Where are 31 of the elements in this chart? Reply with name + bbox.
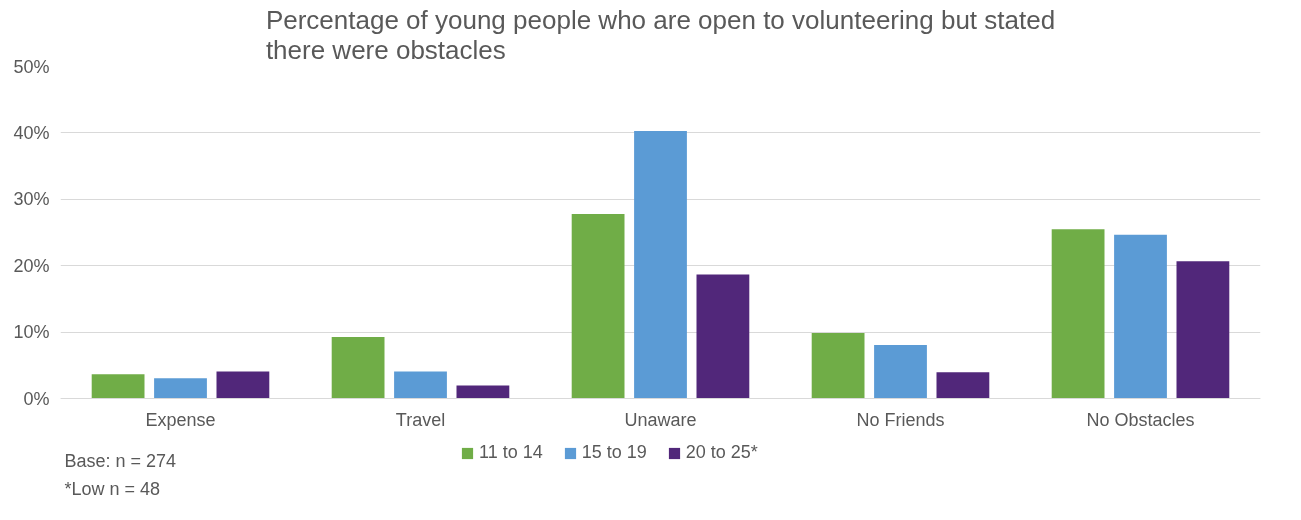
y-tick-label: 0% — [23, 388, 50, 409]
x-tick-label: Travel — [395, 409, 446, 430]
bar — [936, 372, 990, 399]
bar — [154, 378, 207, 399]
bar — [331, 337, 385, 399]
text: Base: n = 274 — [64, 450, 177, 471]
x-tick-label: Unaware — [624, 409, 697, 430]
x-tick-label: No Friends — [856, 409, 945, 430]
y-tick-label: 10% — [13, 322, 50, 343]
chart-title: Percentage of young people who are open to volunteering but stated there were obstacles — [265, 4, 1056, 65]
y-tick-label: 20% — [13, 255, 50, 276]
legend-label: 15 to 19 — [581, 442, 647, 463]
y-tick-label: 30% — [13, 189, 50, 210]
x-tick-label: No Obstacles — [1086, 409, 1195, 430]
y-tick-label: 50% — [13, 56, 50, 77]
bar — [216, 371, 270, 399]
bar — [1114, 234, 1167, 399]
x-tick-label: Expense — [145, 409, 216, 430]
bar — [696, 274, 750, 399]
text: *Low n = 48 — [64, 478, 161, 499]
bar — [571, 214, 625, 399]
legend-label: 20 to 25* — [685, 442, 758, 463]
bar — [634, 130, 687, 399]
bar — [874, 344, 927, 399]
bar — [91, 374, 145, 399]
legend-label: 11 to 14 — [479, 442, 543, 463]
bar — [811, 333, 865, 399]
y-tick-label: 40% — [13, 122, 50, 143]
bar — [394, 371, 447, 399]
bar — [1051, 229, 1105, 399]
bar — [1176, 261, 1230, 399]
